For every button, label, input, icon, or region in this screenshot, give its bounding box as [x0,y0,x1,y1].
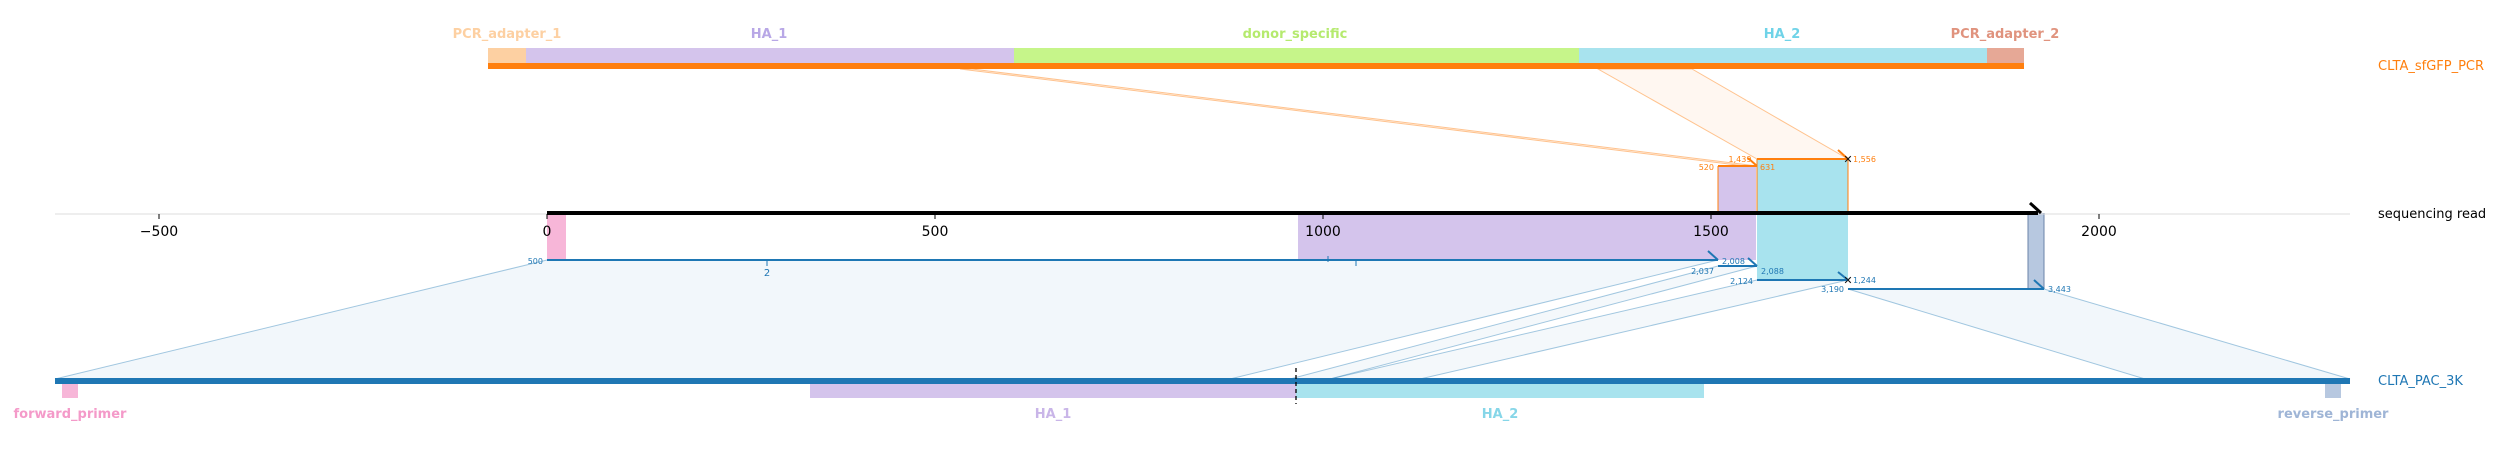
bottom-feature-label-ha-1: HA_1 [1035,407,1072,422]
bottom-alignment-connectors [54,259,2351,380]
sequencing-read-bar [547,211,2038,215]
top-reference: PCR_adapter_1 HA_1 donor_specific HA_2 P… [453,27,2484,74]
top-feature-ha-2 [1579,48,1987,64]
top-feature-label-pcr-adapter-2: PCR_adapter_2 [1951,27,2060,42]
top-alignment-connectors [959,68,1850,167]
bottom-feature-label-reverse-primer: reverse_primer [2278,407,2390,422]
axis-tick-label: 500 [922,224,949,240]
bottom-alignment-label-1244: 1,244 [1853,276,1876,285]
axis-tick-label: 1500 [1693,224,1729,240]
top-alignment-label-1556: 1,556 [1853,155,1876,164]
top-reference-bar [488,63,2024,69]
bottom-feature-ha-1 [810,384,1296,398]
top-alignment-marker: ✕ [1843,153,1852,166]
bottom-feature-label-ha-2: HA_2 [1482,407,1519,422]
bottom-alignments: ✕ 500 2 2,008 2,037 2,088 2,124 1,244 3,… [528,250,2071,294]
read-forward-primer-highlight [547,213,566,260]
bottom-alignment-label-3190: 3,190 [1821,285,1844,294]
bottom-alignment-3-arrow [1837,271,1849,281]
bottom-reference: forward_primer HA_1 HA_2 reverse_primer … [14,368,2463,422]
read-feature-highlights [547,159,2045,289]
read-ha-1-highlight [1298,213,1756,260]
top-connector-large [1596,68,1850,160]
axis-tick-label: 0 [543,224,552,240]
bottom-alignment-label-2037: 2,037 [1691,267,1714,276]
read-reverse-primer-highlight [2028,213,2044,289]
bottom-alignment-label-2: 2 [764,268,770,279]
axis-tick-label: −500 [140,224,178,240]
top-alignment-2-arrow [1837,149,1849,160]
bottom-alignment-label-2124: 2,124 [1730,277,1753,286]
top-feature-donor-specific [1014,48,1579,64]
bottom-feature-forward-primer [62,384,78,398]
sequencing-read-label: sequencing read [2378,207,2486,222]
bottom-alignment-label-2008: 2,008 [1722,257,1745,266]
bottom-alignment-label-3443: 3,443 [2048,285,2071,294]
top-feature-label-ha-1: HA_1 [751,27,788,42]
top-feature-label-donor-specific: donor_specific [1243,27,1348,42]
bottom-alignment-1-arrow [1707,250,1719,261]
bottom-alignment-label-500: 500 [528,257,543,266]
top-feature-pcr-adapter-2 [1987,48,2024,64]
top-alignment-label-1439: 1,439 [1729,155,1752,164]
sequencing-read-arrow [2028,201,2043,215]
top-alignment-1-arrow [1747,157,1758,167]
read-ha-2-highlight [1757,159,1848,280]
read-axis: sequencing read −500 0 500 1000 1500 2000 [55,201,2486,240]
axis-ticks: −500 0 500 1000 1500 2000 [140,214,2117,240]
bottom-reference-bar [55,378,2350,384]
top-alignments: ✕ 1,439 1,556 520 631 [1699,149,1876,213]
bottom-feature-label-forward-primer: forward_primer [14,407,128,422]
bottom-feature-ha-2 [1296,384,1704,398]
bottom-alignment-4-arrow [2033,279,2045,290]
axis-tick-label: 1000 [1305,224,1341,240]
top-feature-pcr-adapter-1 [488,48,526,64]
bottom-alignment-label-2088: 2,088 [1761,267,1784,276]
bottom-alignment-2-arrow [1747,257,1758,267]
top-feature-label-pcr-adapter-1: PCR_adapter_1 [453,27,562,42]
axis-tick-label: 2000 [2081,224,2117,240]
bottom-feature-reverse-primer [2325,384,2341,398]
top-alignment-label-520: 520 [1699,163,1714,172]
top-feature-label-ha-2: HA_2 [1764,27,1801,42]
bottom-alignment-marker: ✕ [1843,274,1852,287]
top-feature-ha-1 [526,48,1014,64]
bottom-connector-end [1847,288,2351,380]
top-reference-name: CLTA_sfGFP_PCR [2378,59,2484,74]
top-alignment-label-631: 631 [1760,163,1775,172]
bottom-reference-name: CLTA_PAC_3K [2378,374,2463,389]
